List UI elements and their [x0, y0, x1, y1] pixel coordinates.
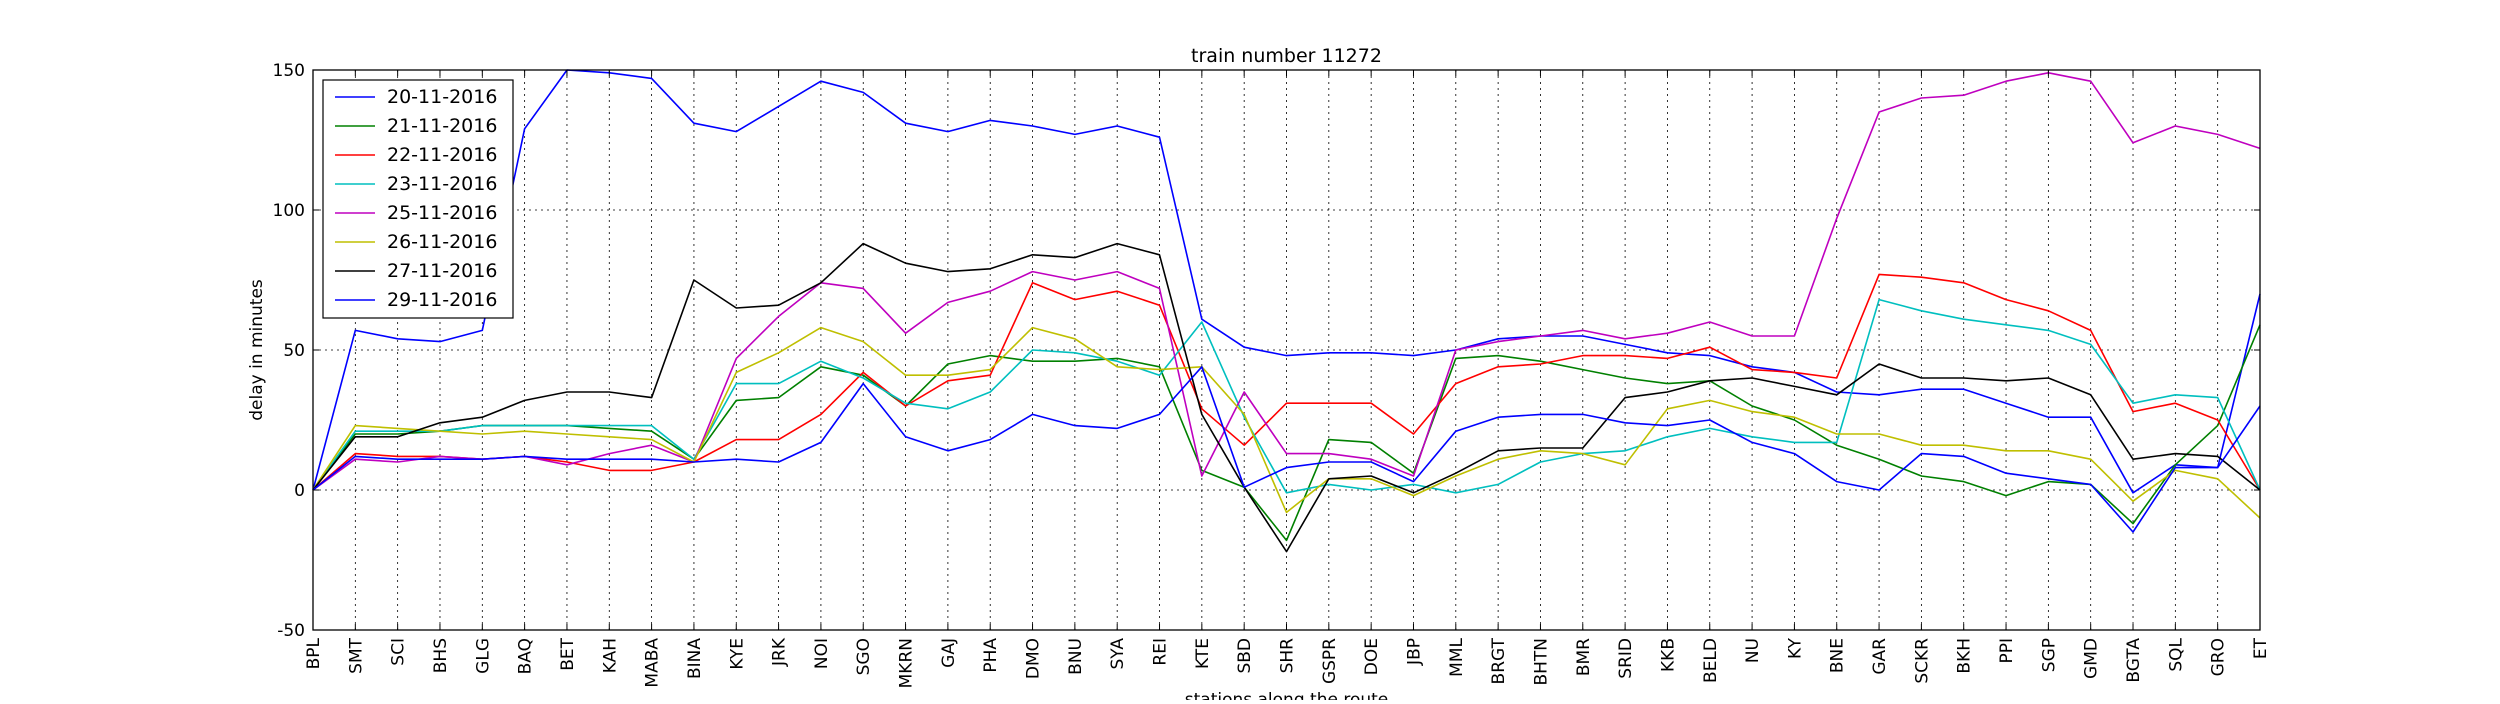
legend-frame — [322, 79, 514, 319]
x-tick-label: KKB — [1658, 638, 1678, 672]
x-tick-label: KTE — [1193, 638, 1213, 669]
legend-items: 20-11-2016 21-11-2016 22-11-2016 23-11-2016… — [335, 86, 497, 311]
series-line — [312, 273, 2261, 491]
x-tick-label: REI — [1151, 638, 1171, 666]
series-line — [312, 326, 2261, 519]
legend-label: 22-11-2016 — [387, 144, 497, 166]
chart-title: train number 11272 — [1191, 45, 1382, 67]
x-tick-label: BMR — [1574, 638, 1594, 676]
series-line — [312, 242, 2261, 553]
x-tick-label: GAJ — [939, 638, 959, 668]
x-tick-label: NU — [1743, 638, 1763, 663]
y-axis-label: delay in minutes — [247, 279, 267, 421]
x-tick-label: BINA — [685, 638, 705, 679]
x-tick-label: BHS — [431, 638, 451, 673]
legend-label: 27-11-2016 — [387, 260, 497, 282]
legend-label: 29-11-2016 — [387, 289, 497, 311]
x-tick-label: BELD — [1701, 638, 1721, 683]
x-tick-label: SCKR — [1912, 638, 1932, 684]
x-tick-label: SMT — [346, 637, 366, 673]
x-tick-label: BAQ — [516, 638, 536, 674]
x-tick-label: BHTN — [1531, 638, 1551, 686]
x-tick-label: KYE — [727, 638, 747, 670]
x-tick-label: SCI — [389, 638, 409, 666]
x-tick-label: BPL — [304, 637, 324, 669]
series-line — [312, 324, 2261, 542]
series-lines — [312, 69, 2261, 553]
x-tick-label: MML — [1447, 637, 1467, 676]
x-tick-label: KAH — [600, 638, 620, 673]
x-axis-ticks: BPL SMT SCI BHS GLG BAQ BET KAH MABA BINA KYE JRK NO… — [304, 70, 2271, 688]
x-tick-label: KY — [1785, 637, 1805, 659]
x-tick-label: BGTA — [2124, 638, 2144, 683]
series-line — [312, 365, 2261, 533]
x-tick-label: SBD — [1235, 638, 1255, 674]
x-tick-label: MKRN — [897, 638, 917, 688]
x-tick-label: MABA — [643, 638, 663, 688]
x-tick-label: BKH — [1955, 638, 1975, 674]
x-tick-label: BNU — [1066, 638, 1086, 675]
y-tick-label: 150 — [273, 61, 305, 81]
x-tick-label: GLG — [473, 638, 493, 674]
x-tick-label: NOI — [812, 638, 832, 669]
series-line — [312, 298, 2261, 494]
series-line — [312, 69, 2261, 494]
legend-label: 25-11-2016 — [387, 202, 497, 224]
x-tick-label: PHA — [981, 638, 1001, 673]
x-tick-label: SQL — [2166, 637, 2186, 671]
series-line — [312, 72, 2261, 491]
x-tick-label: BET — [558, 637, 578, 670]
legend-label: 20-11-2016 — [387, 86, 497, 108]
x-tick-label: PPI — [1997, 638, 2017, 664]
x-tick-label: JRK — [770, 637, 790, 667]
x-tick-label: ET — [2251, 637, 2271, 659]
x-tick-label: SYA — [1108, 638, 1128, 670]
x-tick-label: DOE — [1362, 638, 1382, 675]
x-axis-label: stations along the route — [1185, 690, 1389, 700]
x-tick-label: SRID — [1616, 638, 1636, 679]
legend-label: 21-11-2016 — [387, 115, 497, 137]
x-tick-label: GAR — [1870, 638, 1890, 675]
x-tick-label: JBP — [1404, 638, 1424, 666]
y-tick-label: 0 — [294, 481, 305, 501]
x-tick-label: GRO — [2209, 638, 2229, 676]
legend-label: 26-11-2016 — [387, 231, 497, 253]
x-tick-label: GMD — [2082, 638, 2102, 679]
y-tick-label: 100 — [273, 201, 305, 221]
x-tick-label: GSPR — [1320, 638, 1340, 684]
y-axis-ticks: -50 0 50 100 150 — [273, 61, 2260, 641]
x-tick-label: SGP — [2039, 638, 2059, 672]
x-tick-label: BNE — [1828, 638, 1848, 673]
legend: 20-11-2016 21-11-2016 22-11-2016 23-11-2016… — [322, 79, 514, 319]
x-tick-label: DMO — [1024, 638, 1044, 679]
y-tick-label: -50 — [277, 621, 305, 641]
x-tick-label: BRGT — [1489, 637, 1509, 684]
y-tick-label: 50 — [283, 341, 305, 361]
legend-label: 23-11-2016 — [387, 173, 497, 195]
x-tick-label: SGO — [854, 638, 874, 675]
grid-lines — [313, 70, 2260, 630]
x-tick-label: SHR — [1278, 638, 1298, 674]
